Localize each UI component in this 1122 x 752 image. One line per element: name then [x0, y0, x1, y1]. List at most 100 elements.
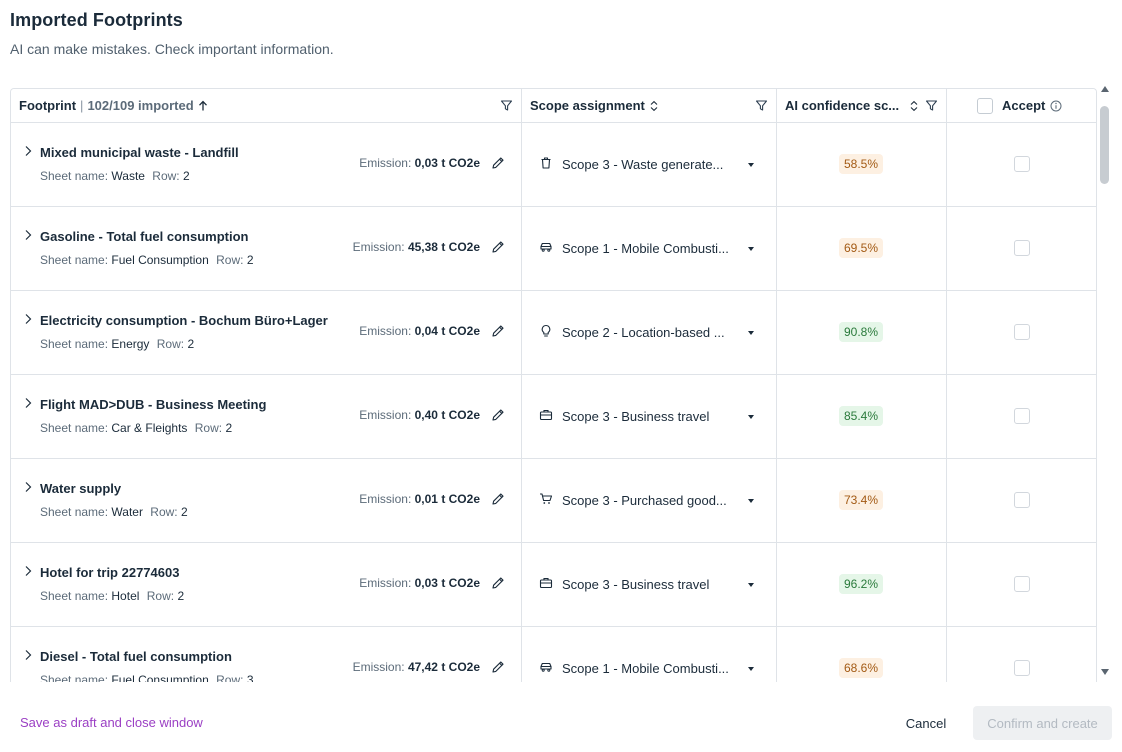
filter-icon[interactable]	[925, 99, 938, 112]
accept-checkbox[interactable]	[1014, 324, 1030, 340]
column-header-scope[interactable]: Scope assignment	[522, 89, 777, 122]
imported-count: 102/109 imported	[87, 98, 194, 113]
accept-cell	[947, 207, 1096, 290]
confidence-cell: 68.6%	[777, 627, 947, 682]
sort-ascending-icon[interactable]	[197, 100, 209, 112]
footprint-source: Sheet name: Fuel Consumption Row: 2	[40, 253, 254, 267]
table-row: Gasoline - Total fuel consumption Sheet …	[11, 207, 1096, 291]
scope-value: Scope 3 - Waste generate...	[562, 157, 724, 172]
pencil-edit-icon[interactable]	[491, 492, 505, 506]
chevron-right-icon[interactable]	[23, 649, 33, 661]
accept-checkbox[interactable]	[1014, 408, 1030, 424]
pencil-edit-icon[interactable]	[491, 324, 505, 338]
scope-select[interactable]: Scope 3 - Business travel	[522, 375, 777, 458]
footprint-cell: Water supply Sheet name: Water Row: 2 Em…	[11, 459, 522, 542]
pencil-edit-icon[interactable]	[491, 576, 505, 590]
confidence-badge: 68.6%	[839, 658, 884, 678]
sheet-label: Sheet name:	[40, 253, 109, 267]
accept-cell	[947, 123, 1096, 206]
emission-amount: 0,04 t CO2e	[414, 324, 480, 338]
cancel-button[interactable]: Cancel	[892, 706, 960, 740]
chevron-right-icon[interactable]	[23, 565, 33, 577]
chevron-right-icon[interactable]	[23, 145, 33, 157]
confidence-badge: 69.5%	[839, 238, 884, 258]
table-body: Mixed municipal waste - Landfill Sheet n…	[11, 123, 1096, 682]
save-draft-link[interactable]: Save as draft and close window	[20, 715, 203, 730]
accept-checkbox[interactable]	[1014, 156, 1030, 172]
dropdown-caret-icon[interactable]	[748, 163, 754, 167]
accept-checkbox[interactable]	[1014, 576, 1030, 592]
column-header-confidence[interactable]: AI confidence sc...	[777, 89, 947, 122]
dropdown-caret-icon[interactable]	[748, 667, 754, 671]
dropdown-caret-icon[interactable]	[748, 247, 754, 251]
select-all-checkbox[interactable]	[977, 97, 993, 114]
dropdown-caret-icon[interactable]	[748, 331, 754, 335]
car-icon	[540, 242, 552, 252]
sort-icon[interactable]	[909, 100, 919, 112]
scroll-down-arrow[interactable]	[1101, 669, 1109, 675]
scope-value: Scope 3 - Business travel	[562, 577, 710, 592]
info-icon[interactable]	[1050, 100, 1062, 112]
table-row: Water supply Sheet name: Water Row: 2 Em…	[11, 459, 1096, 543]
filter-icon[interactable]	[755, 99, 768, 112]
scope-select[interactable]: Scope 3 - Business travel	[522, 543, 777, 626]
footprint-source: Sheet name: Energy Row: 2	[40, 337, 194, 351]
sort-icon[interactable]	[649, 100, 659, 112]
chevron-right-icon[interactable]	[23, 313, 33, 325]
footprint-source: Sheet name: Car & Fleights Row: 2	[40, 421, 232, 435]
confidence-cell: 69.5%	[777, 207, 947, 290]
accept-checkbox[interactable]	[1014, 492, 1030, 508]
row-label: Row:	[194, 421, 223, 435]
dropdown-caret-icon[interactable]	[748, 415, 754, 419]
emission-label: Emission:	[359, 576, 412, 590]
column-header-footprint[interactable]: Footprint | 102/109 imported	[11, 89, 522, 122]
dropdown-caret-icon[interactable]	[748, 499, 754, 503]
scope-select[interactable]: Scope 2 - Location-based ...	[522, 291, 777, 374]
chevron-right-icon[interactable]	[23, 397, 33, 409]
vertical-scrollbar[interactable]	[1098, 84, 1110, 682]
footprint-cell: Flight MAD>DUB - Business Meeting Sheet …	[11, 375, 522, 458]
row-label: Row:	[156, 337, 185, 351]
scope-select[interactable]: Scope 3 - Waste generate...	[522, 123, 777, 206]
footprint-cell: Mixed municipal waste - Landfill Sheet n…	[11, 123, 522, 206]
ai-disclaimer: AI can make mistakes. Check important in…	[10, 41, 334, 57]
footprint-cell: Electricity consumption - Bochum Büro+La…	[11, 291, 522, 374]
accept-cell	[947, 291, 1096, 374]
scope-select[interactable]: Scope 3 - Purchased good...	[522, 459, 777, 542]
sheet-name: Car & Fleights	[111, 421, 188, 435]
chevron-right-icon[interactable]	[23, 229, 33, 241]
emission-label: Emission:	[359, 408, 412, 422]
sheet-label: Sheet name:	[40, 505, 109, 519]
chevron-right-icon[interactable]	[23, 481, 33, 493]
confirm-create-button[interactable]: Confirm and create	[973, 706, 1112, 740]
emission-label: Emission:	[352, 660, 405, 674]
lightbulb-icon	[541, 324, 551, 337]
scope-value: Scope 1 - Mobile Combusti...	[562, 241, 729, 256]
row-number: 2	[225, 421, 233, 435]
pencil-edit-icon[interactable]	[491, 156, 505, 170]
emission-label: Emission:	[359, 324, 412, 338]
confidence-badge: 58.5%	[839, 154, 884, 174]
confidence-badge: 90.8%	[839, 322, 884, 342]
filter-icon[interactable]	[500, 99, 513, 112]
accept-checkbox[interactable]	[1014, 240, 1030, 256]
dropdown-caret-icon[interactable]	[748, 583, 754, 587]
pencil-edit-icon[interactable]	[491, 660, 505, 674]
scrollbar-thumb[interactable]	[1100, 106, 1109, 184]
pencil-edit-icon[interactable]	[491, 408, 505, 422]
sheet-name: Hotel	[111, 589, 140, 603]
table-row: Mixed municipal waste - Landfill Sheet n…	[11, 123, 1096, 207]
table-header: Footprint | 102/109 imported Scope assig…	[11, 89, 1096, 123]
table-row: Hotel for trip 22774603 Sheet name: Hote…	[11, 543, 1096, 627]
pencil-edit-icon[interactable]	[491, 240, 505, 254]
row-number: 3	[246, 673, 254, 682]
scroll-up-arrow[interactable]	[1101, 86, 1109, 92]
scope-select[interactable]: Scope 1 - Mobile Combusti...	[522, 627, 777, 682]
sheet-label: Sheet name:	[40, 589, 109, 603]
row-number: 2	[187, 337, 195, 351]
briefcase-icon	[539, 409, 553, 421]
scope-select[interactable]: Scope 1 - Mobile Combusti...	[522, 207, 777, 290]
footprint-name: Hotel for trip 22774603	[40, 565, 180, 580]
scope-value: Scope 2 - Location-based ...	[562, 325, 725, 340]
accept-checkbox[interactable]	[1014, 660, 1030, 676]
